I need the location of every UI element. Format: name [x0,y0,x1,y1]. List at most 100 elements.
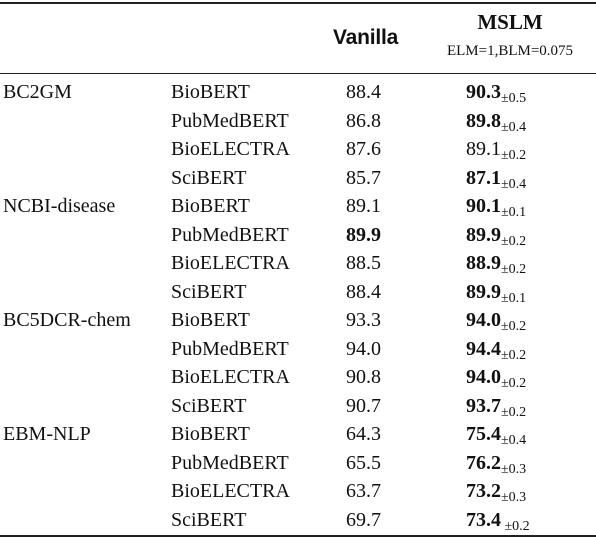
model-name: BioELECTRA [171,252,290,274]
mslm-score: 89.9 [466,223,501,246]
table-row: BioELECTRA 90.8 94.0±0.2 [0,363,596,392]
header-mslm-params: ELM=1,BLM=0.075 [446,43,574,59]
mslm-score-cell: 89.8±0.4 [466,107,526,138]
vanilla-score: 89.9 [346,223,381,246]
mslm-score: 94.4 [466,337,501,360]
mslm-score: 89.8 [466,109,501,132]
mslm-score-cell: 76.2±0.3 [466,449,526,480]
mslm-score: 94.0 [466,309,501,331]
mslm-score-cell: 90.3±0.5 [466,78,526,109]
table-row: EBM-NLP BioBERT 64.3 75.4±0.4 [0,420,596,449]
mslm-score-cell: 93.7±0.2 [466,392,526,423]
table-row: BioELECTRA 63.7 73.2±0.3 [0,477,596,506]
model-name: SciBERT [171,508,247,531]
model-name: BioELECTRA [171,480,290,502]
model-name: BioELECTRA [171,138,290,160]
mslm-std: ±0.2 [501,148,527,163]
table-row: BC5DCR-chem BioBERT 93.3 94.0±0.2 [0,306,596,335]
mslm-score-cell: 73.2±0.3 [466,477,526,508]
vanilla-score: 88.4 [346,280,381,303]
mslm-score-cell: 89.9±0.2 [466,221,526,252]
table-row: NCBI-disease BioBERT 89.1 90.1±0.1 [0,192,596,221]
header-vanilla: Vanilla [333,26,399,49]
model-name: PubMedBERT [171,337,289,360]
mslm-score: 73.2 [466,480,501,502]
model-name: PubMedBERT [171,109,289,132]
mslm-score: 73.4 [466,508,501,531]
vanilla-score: 87.6 [346,138,381,160]
mslm-std: ±0.2 [501,376,527,391]
mslm-score: 89.1 [466,138,501,160]
mslm-score-cell: 90.1±0.1 [466,192,526,223]
mslm-std: ±0.2 [501,319,527,334]
vanilla-score: 94.0 [346,337,381,360]
dataset-name: EBM-NLP [3,423,91,445]
mslm-score: 87.1 [466,166,501,189]
model-name: SciBERT [171,166,247,189]
mslm-score: 89.9 [466,280,501,303]
vanilla-score: 88.4 [346,81,381,103]
model-name: BioBERT [171,195,250,217]
model-name: SciBERT [171,394,247,417]
header-mslm: MSLM [477,10,543,34]
mslm-std: ±0.4 [501,119,527,135]
model-name: BioBERT [171,81,250,103]
mslm-score-cell: 88.9±0.2 [466,249,526,280]
dataset-name: BC2GM [3,81,72,103]
table-row: PubMedBERT 89.9 89.9±0.2 [0,221,596,250]
mslm-std: ±0.4 [501,176,527,192]
vanilla-score: 65.5 [346,451,381,474]
mslm-std: ±0.2 [501,233,527,249]
vanilla-score: 64.3 [346,423,381,445]
table-row: SciBERT 88.4 89.9±0.1 [0,278,596,307]
mslm-score-cell: 89.9±0.1 [466,278,526,309]
table-row: SciBERT 85.7 87.1±0.4 [0,164,596,193]
mslm-score-cell: 94.0±0.2 [466,306,526,337]
table-row: PubMedBERT 86.8 89.8±0.4 [0,107,596,136]
dataset-name: BC5DCR-chem [3,309,131,331]
model-name: BioBERT [171,423,250,445]
vanilla-score: 63.7 [346,480,381,502]
mslm-std: ±0.1 [501,205,527,220]
model-name: PubMedBERT [171,223,289,246]
table-row: BC2GM BioBERT 88.4 90.3±0.5 [0,78,596,107]
table-row: PubMedBERT 65.5 76.2±0.3 [0,449,596,478]
mslm-score: 93.7 [466,394,501,417]
model-name: BioBERT [171,309,250,331]
mslm-score-cell: 75.4±0.4 [466,420,526,451]
mslm-std: ±0.2 [501,404,527,420]
mslm-score: 76.2 [466,451,501,474]
vanilla-score: 93.3 [346,309,381,331]
mslm-score-cell: 94.0±0.2 [466,363,526,394]
dataset-name: NCBI-disease [3,195,116,217]
mslm-score: 88.9 [466,252,501,274]
mslm-score-cell: 94.4±0.2 [466,335,526,366]
mslm-score-cell: 89.1±0.2 [466,135,526,166]
mslm-score: 90.1 [466,195,501,217]
vanilla-score: 85.7 [346,166,381,189]
model-name: PubMedBERT [171,451,289,474]
mslm-std: ±0.4 [501,433,527,448]
table-row: BioELECTRA 88.5 88.9±0.2 [0,249,596,278]
table-row: BioELECTRA 87.6 89.1±0.2 [0,135,596,164]
mslm-score-cell: 87.1±0.4 [466,164,526,195]
vanilla-score: 90.7 [346,394,381,417]
mslm-std: ±0.3 [501,490,527,505]
top-rule [0,2,596,4]
vanilla-score: 89.1 [346,195,381,217]
mslm-score: 90.3 [466,81,501,103]
table-row: PubMedBERT 94.0 94.4±0.2 [0,335,596,364]
table-row: SciBERT 69.7 73.4 ±0.2 [0,506,596,535]
vanilla-score: 69.7 [346,508,381,531]
mslm-std: ±0.1 [501,290,527,306]
model-name: SciBERT [171,280,247,303]
bottom-rule [0,535,596,537]
mslm-std: ±0.5 [501,91,527,106]
mslm-std: ±0.2 [501,262,527,277]
mslm-score-cell: 73.4 ±0.2 [466,506,530,537]
vanilla-score: 86.8 [346,109,381,132]
mslm-score: 75.4 [466,423,501,445]
vanilla-score: 88.5 [346,252,381,274]
header-rule [0,73,596,74]
